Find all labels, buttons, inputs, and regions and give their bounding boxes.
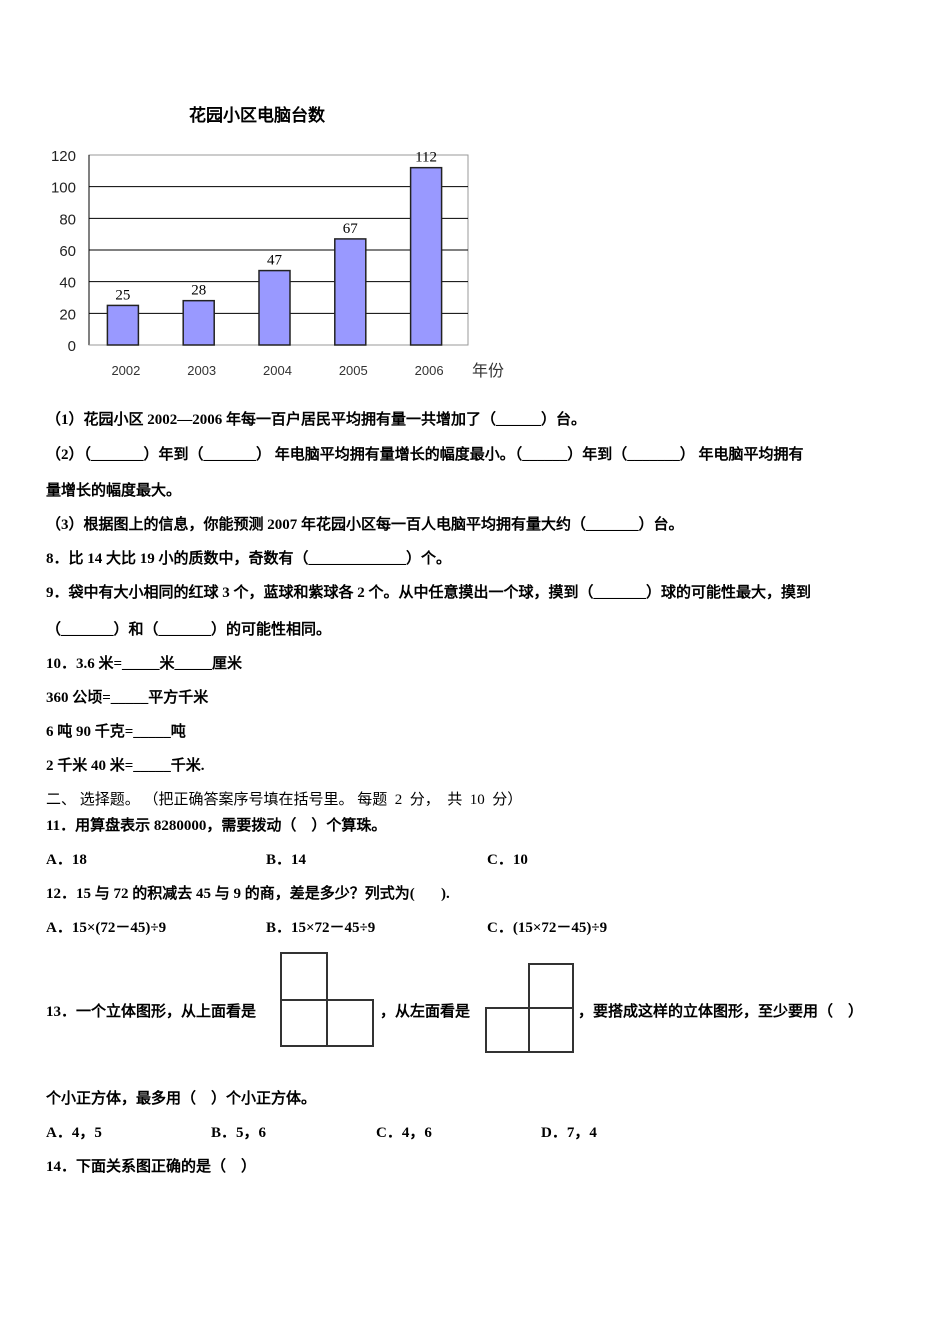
- question-13-cont: 个小正方体，最多用（ ）个小正方体。: [46, 1091, 317, 1107]
- question-9: 9．袋中有大小相同的红球 3 个，蓝球和紫球各 2 个。从中任意摸出一个球，摸到…: [46, 585, 812, 601]
- q13-option-d: D．7，4: [541, 1125, 597, 1141]
- bar-2005: [334, 238, 367, 346]
- y-tick-label: 0: [68, 338, 76, 355]
- q13-option-c: C．4，6: [376, 1125, 432, 1141]
- question-9-cont: （_______）和（_______）的可能性相同。: [46, 622, 332, 638]
- top-view-figure: [280, 952, 374, 1047]
- y-tick-label: 120: [51, 148, 76, 165]
- x-tick-label: 2003: [187, 363, 216, 378]
- question-7-2: （2）（_______）年到（_______） 年电脑平均拥有量增长的幅度最小。…: [46, 447, 804, 463]
- chart-title: 花园小区电脑台数: [189, 105, 326, 126]
- q12-option-c: C．(15×72－45)÷9: [487, 920, 608, 936]
- data-label: 67: [343, 221, 359, 237]
- x-tick-label: 2005: [339, 363, 368, 378]
- question-11: 11．用算盘表示 8280000，需要拨动（ ）个算珠。: [46, 818, 387, 834]
- question-7-2-cont: 量增长的幅度最大。: [46, 483, 182, 499]
- section-2-heading: 二、 选择题。 （把正确答案序号填在括号里。 每题 2 分， 共 10 分）: [46, 792, 523, 808]
- question-8: 8．比 14 大比 19 小的质数中，奇数有（_____________）个。: [46, 551, 452, 567]
- question-12: 12．15 与 72 的积减去 45 与 9 的商，差是多少？列式为( ).: [46, 886, 450, 902]
- question-10-c: 6 吨 90 千克=_____吨: [46, 724, 186, 740]
- q11-option-c: C．10: [487, 852, 528, 868]
- y-tick-label: 20: [59, 306, 76, 323]
- data-label: 25: [115, 287, 130, 303]
- x-axis-label: 年份: [472, 361, 504, 380]
- bar-chart: 花园小区电脑台数 0 20 40 60 80 100 120 25 2002 28 2003 47 200…: [51, 105, 504, 380]
- question-13: 13．一个立体图形，从上面看是: [46, 1004, 257, 1020]
- x-tick-label: 2006: [415, 363, 444, 378]
- q12-option-a: A．15×(72－45)÷9: [46, 920, 167, 936]
- y-tick-label: 40: [59, 275, 76, 292]
- question-14: 14．下面关系图正确的是（ ）: [46, 1159, 257, 1175]
- question-10-d: 2 千米 40 米=_____千米.: [46, 758, 205, 774]
- question-13-mid: ，从左面看是: [380, 1004, 471, 1020]
- bar-2004: [258, 269, 291, 346]
- question-10-a: 10．3.6 米=_____米_____厘米: [46, 656, 243, 672]
- left-view-figure: [485, 963, 574, 1053]
- question-13-end: ，要搭成这样的立体图形，至少要用（ ）: [578, 1004, 864, 1020]
- q12-option-b: B．15×72－45÷9: [266, 920, 376, 936]
- question-7-1: （1）花园小区 2002—2006 年每一百户居民平均拥有量一共增加了（____…: [46, 412, 587, 428]
- bar-2006: [409, 166, 443, 346]
- data-label: 47: [267, 253, 283, 269]
- bar-2003: [182, 299, 215, 346]
- y-tick-label: 60: [59, 243, 76, 260]
- data-label: 28: [191, 283, 206, 299]
- y-tick-label: 100: [51, 180, 76, 197]
- x-tick-label: 2002: [111, 363, 140, 378]
- x-tick-label: 2004: [263, 363, 292, 378]
- question-7-3: （3）根据图上的信息，你能预测 2007 年花园小区每一百人电脑平均拥有量大约（…: [46, 517, 684, 533]
- bar-2002: [106, 304, 140, 346]
- q13-option-a: A．4，5: [46, 1125, 102, 1141]
- q13-option-b: B．5，6: [211, 1125, 267, 1141]
- question-10-b: 360 公顷=_____平方千米: [46, 690, 209, 706]
- q11-option-b: B．14: [266, 852, 307, 868]
- q11-option-a: A．18: [46, 852, 87, 868]
- data-label: 112: [415, 150, 437, 166]
- y-tick-label: 80: [59, 211, 76, 228]
